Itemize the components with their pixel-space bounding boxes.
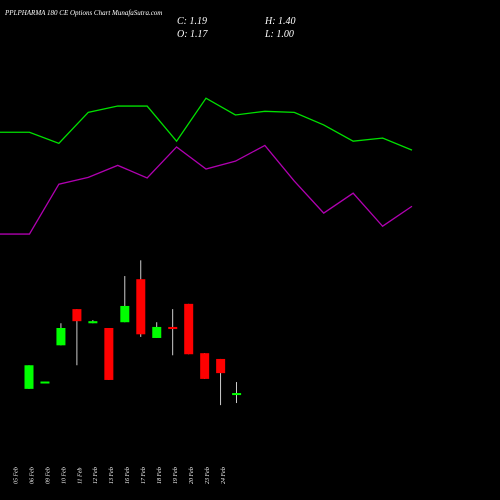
candle-body xyxy=(72,309,82,322)
low-label: L: 1.00 xyxy=(264,29,294,40)
x-tick-label: 18 Feb xyxy=(157,467,163,484)
close-label: C: 1.19 xyxy=(177,16,207,27)
x-tick-label: 16 Feb xyxy=(125,467,131,484)
candle-body xyxy=(152,326,162,338)
candle-body xyxy=(88,321,98,324)
line-series xyxy=(0,97,413,151)
high-label: H: 1.40 xyxy=(264,16,296,27)
candle-body xyxy=(232,393,242,396)
candle-body xyxy=(168,326,178,330)
x-tick-label: 19 Feb xyxy=(173,467,179,484)
x-tick-label: 10 Feb xyxy=(61,467,67,484)
x-tick-label: 12 Feb xyxy=(93,467,99,484)
x-tick-label: 05 Feb xyxy=(13,467,19,484)
x-tick-label: 20 Feb xyxy=(189,467,195,484)
x-tick-label: 24 Feb xyxy=(220,467,227,484)
x-tick-label: 17 Feb xyxy=(141,467,147,484)
candle-body xyxy=(104,327,114,380)
x-tick-label: 11 Feb xyxy=(77,468,83,484)
x-tick-label: 23 Feb xyxy=(205,467,211,484)
candle-body xyxy=(184,303,194,355)
open-label: O: 1.17 xyxy=(177,29,209,40)
x-tick-label: 09 Feb xyxy=(45,467,51,484)
candle-body xyxy=(216,358,226,374)
candle-body xyxy=(40,381,50,384)
candle-body xyxy=(56,327,66,346)
candle-body xyxy=(136,279,146,335)
candle-body xyxy=(200,353,210,379)
chart-title: PPLPHARMA 180 CE Options Chart MunafaSut… xyxy=(4,9,162,17)
x-tick-label: 06 Feb xyxy=(29,467,35,484)
x-tick-label: 13 Feb xyxy=(109,467,115,484)
line-series xyxy=(0,144,413,235)
candle-body xyxy=(24,365,34,389)
candle-body xyxy=(120,305,130,323)
